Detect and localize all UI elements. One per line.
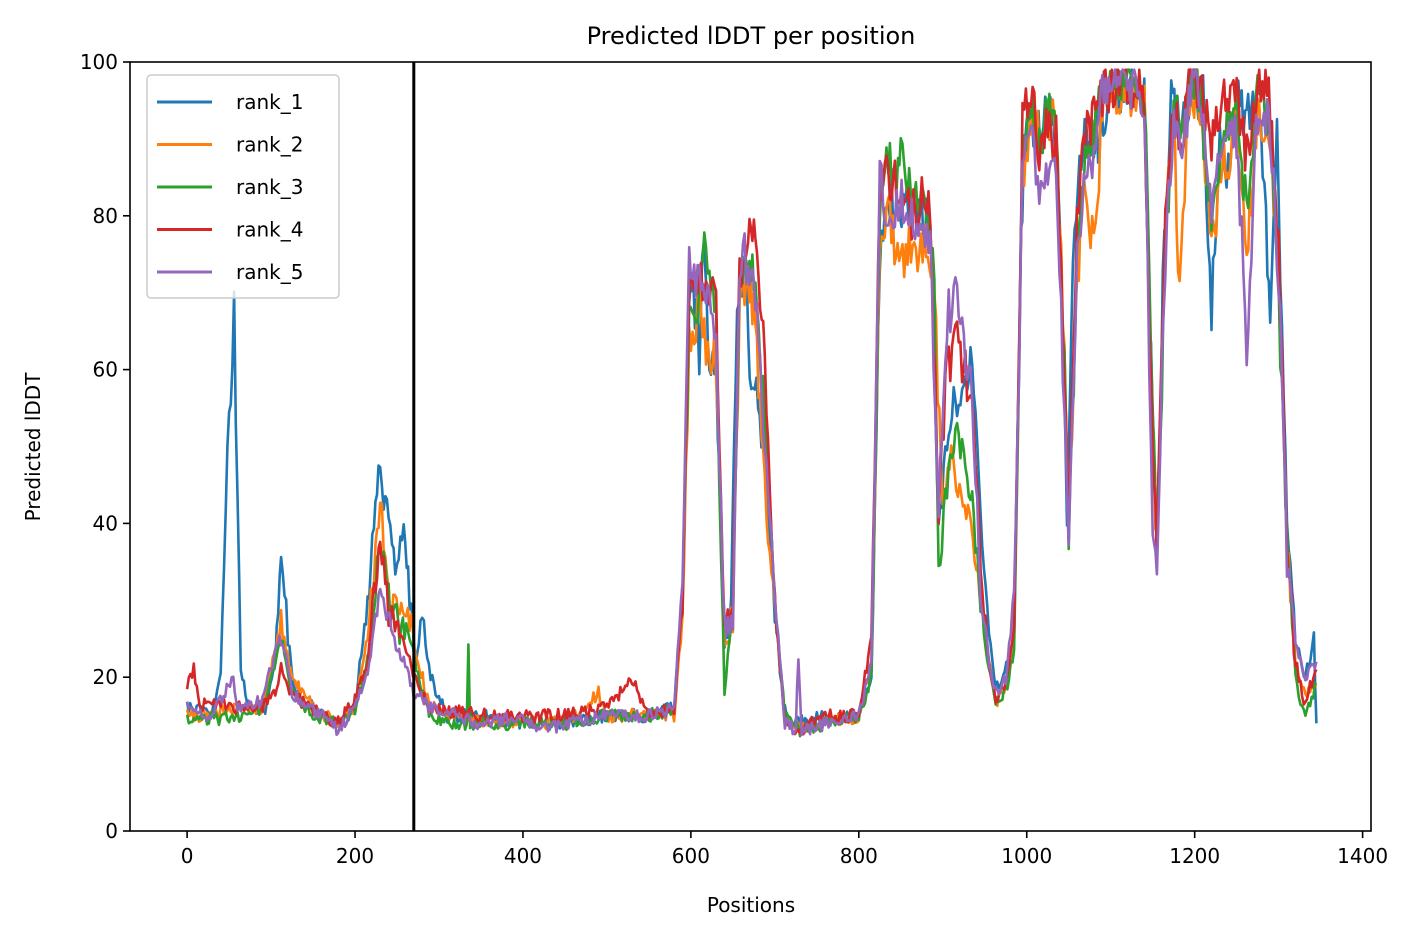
- legend-label-rank_3: rank_3: [236, 175, 303, 199]
- legend: rank_1 rank_2 rank_3 rank_4 rank_5: [146, 74, 340, 299]
- legend-box: [146, 74, 340, 299]
- x-tick-label: 1200: [1169, 844, 1220, 868]
- y-tick-label: 0: [105, 819, 118, 843]
- y-tick-label: 20: [93, 665, 118, 689]
- x-tick-label: 1400: [1337, 844, 1388, 868]
- series-layer: [185, 68, 1318, 738]
- x-axis: 0 200 400 600 800 1000 1200 1400: [181, 831, 1388, 868]
- y-tick-label: 80: [93, 204, 118, 228]
- x-tick-label: 200: [336, 844, 374, 868]
- y-tick-label: 60: [93, 358, 118, 382]
- x-tick-label: 400: [504, 844, 542, 868]
- x-axis-title: Positions: [707, 893, 795, 917]
- y-axis-title: Predicted lDDT: [21, 372, 45, 522]
- chart-title: Predicted lDDT per position: [587, 22, 916, 50]
- series-line-rank_5: [185, 68, 1318, 737]
- x-tick-label: 1000: [1001, 844, 1052, 868]
- y-tick-label: 100: [80, 50, 118, 74]
- legend-label-rank_2: rank_2: [236, 133, 303, 157]
- x-tick-label: 0: [181, 844, 194, 868]
- legend-label-rank_5: rank_5: [236, 260, 303, 284]
- y-tick-label: 40: [93, 511, 118, 535]
- x-tick-label: 600: [672, 844, 710, 868]
- legend-items: rank_1 rank_2 rank_3 rank_4 rank_5: [157, 90, 303, 284]
- y-axis: 0 20 40 60 80 100: [80, 50, 130, 843]
- x-tick-label: 800: [840, 844, 878, 868]
- legend-label-rank_1: rank_1: [236, 90, 303, 114]
- legend-label-rank_4: rank_4: [236, 218, 303, 242]
